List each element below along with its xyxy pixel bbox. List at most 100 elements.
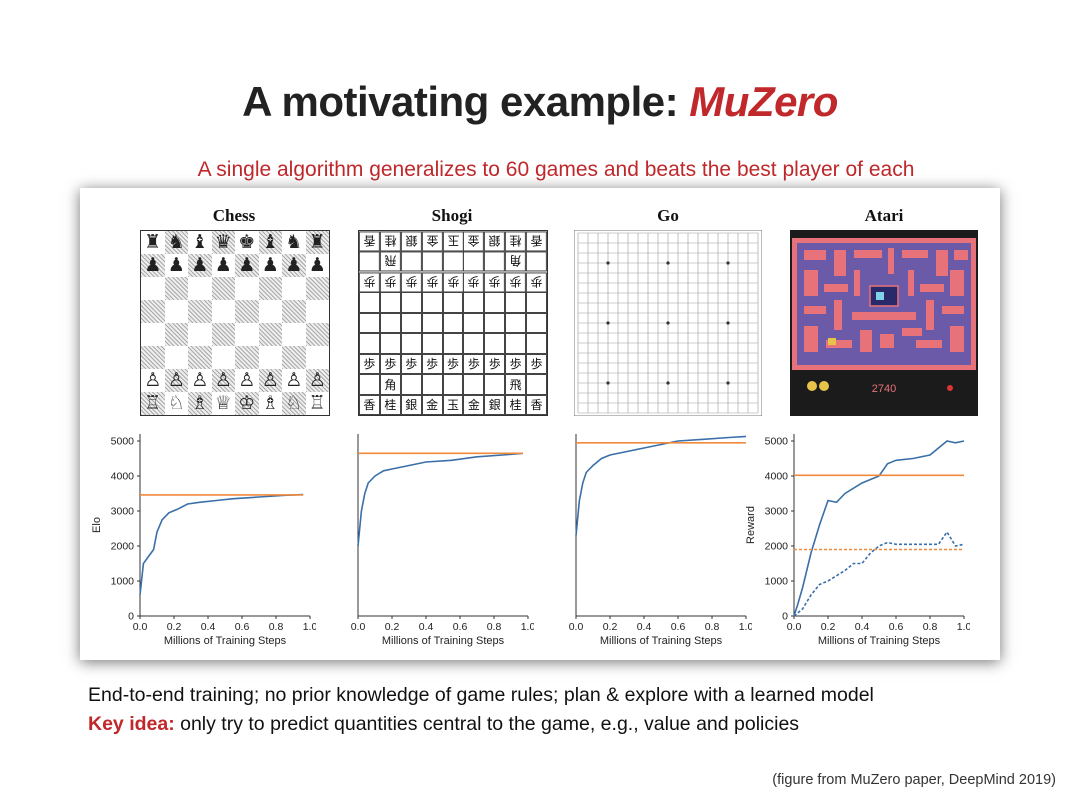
shogi-square: 歩 (421, 271, 443, 293)
shogi-square (463, 292, 485, 313)
shogi-square (463, 251, 485, 272)
shogi-square: 歩 (505, 353, 527, 375)
shogi-square (359, 333, 380, 354)
chess-square (258, 300, 282, 323)
shogi-square (526, 292, 547, 313)
y-tick-label: 4000 (765, 471, 789, 483)
chess-square (258, 277, 282, 300)
shogi-square: 金 (463, 394, 485, 415)
y-tick-label: 3000 (111, 506, 135, 518)
x-tick-label: 0.2 (385, 621, 400, 633)
chess-square: ♔ (235, 392, 259, 415)
y-tick-label: 1000 (111, 576, 135, 588)
key-idea-text: only try to predict quantities central t… (174, 713, 800, 735)
go-star-point (666, 381, 670, 385)
chess-square (188, 300, 212, 323)
shogi-square (463, 312, 485, 334)
chess-board: ♜ ♞ ♝ ♛ ♚ ♝ ♞ ♜ ♟ ♟ ♟ ♟ ♟ ♟ ♟ ♟ ♙ ♙ ♙ ♙ ♙ ♙ ♙ ♙ ♖ ♘ ♗ ♕ ♔ ♗ ♘ ♖ (140, 230, 330, 416)
shogi-square (505, 292, 527, 313)
shogi-square (400, 292, 422, 313)
shogi-square: 歩 (505, 271, 527, 293)
shogi-square (463, 333, 485, 354)
key-idea-label: Key idea: (88, 713, 175, 735)
shogi-square: 銀 (484, 231, 506, 252)
citation: (figure from MuZero paper, DeepMind 2019… (772, 772, 1056, 788)
chess-square (282, 323, 306, 346)
y-tick-label: 5000 (111, 436, 135, 448)
shogi-square: 香 (359, 231, 380, 252)
atari-score: 2740 (872, 383, 896, 395)
chess-square (141, 277, 165, 300)
chess-square: ♟ (164, 254, 188, 277)
pacman-life-icon-2 (819, 381, 829, 391)
chess-square (282, 277, 306, 300)
chess-square: ♘ (282, 392, 306, 415)
shogi-square: 香 (359, 394, 380, 415)
chess-square (305, 300, 329, 323)
x-tick-label: 0.6 (453, 621, 468, 633)
shogi-square (400, 251, 422, 272)
chess-square (235, 346, 259, 369)
chess-square: ♟ (211, 254, 235, 277)
chess-square (282, 346, 306, 369)
shogi-square: 歩 (379, 271, 401, 293)
x-tick-label: 0.4 (637, 621, 652, 633)
go-star-point (606, 381, 610, 385)
shogi-square: 桂 (505, 394, 527, 415)
title-main: A motivating example: (242, 78, 690, 125)
x-tick-label: 0.4 (201, 621, 216, 633)
y-tick-label: 0 (782, 611, 788, 623)
x-tick-label: 0.6 (235, 621, 250, 633)
x-tick-label: 0.6 (889, 621, 904, 633)
chess-square: ♟ (258, 254, 282, 277)
cherry-icon (947, 385, 953, 391)
shogi-square: 桂 (379, 231, 401, 252)
x-tick-label: 0.4 (419, 621, 434, 633)
chess-square (235, 323, 259, 346)
shogi-square: 銀 (400, 394, 422, 415)
chess-square (188, 323, 212, 346)
chess-square: ♟ (141, 254, 165, 277)
chess-square (258, 346, 282, 369)
chess-square (282, 300, 306, 323)
chess-square: ♟ (305, 254, 329, 277)
shogi-square: 桂 (505, 231, 527, 252)
y-tick-label: 4000 (111, 471, 135, 483)
shogi-square (379, 333, 401, 354)
shogi-square (442, 374, 464, 395)
shogi-square (421, 374, 443, 395)
x-tick-label: 0.0 (787, 621, 802, 633)
shogi-square: 香 (526, 231, 547, 252)
chess-square: ♙ (211, 369, 235, 392)
go-star-point (666, 261, 670, 265)
y-axis-label: Reward (745, 506, 757, 544)
shogi-square (400, 374, 422, 395)
series-line-muzero (139, 493, 304, 596)
shogi-square (463, 374, 485, 395)
shogi-square (421, 292, 443, 313)
chess-square: ♝ (258, 231, 282, 254)
chess-square (305, 346, 329, 369)
shogi-square: 歩 (484, 353, 506, 375)
chess-square (235, 300, 259, 323)
chess-square: ♜ (141, 231, 165, 254)
chess-square (305, 323, 329, 346)
chess-square (164, 346, 188, 369)
shogi-square (484, 312, 506, 334)
x-axis-label: Millions of Training Steps (600, 635, 723, 647)
x-tick-label: 0.8 (269, 621, 284, 633)
shogi-square (359, 251, 380, 272)
y-axis-label: Elo (91, 517, 103, 533)
x-tick-label: 0.8 (487, 621, 502, 633)
x-axis-label: Millions of Training Steps (164, 635, 287, 647)
go-star-point (606, 261, 610, 265)
chess-square (211, 346, 235, 369)
panel-title-go: Go (657, 206, 679, 225)
chess-square (258, 323, 282, 346)
footer-line-2: Key idea: only try to predict quantities… (88, 713, 799, 736)
chart-atari: 0.0 0.2 0.4 0.6 0.8 1.0 0 1000 2000 3000 4000 5000 M… (745, 434, 970, 647)
shogi-square: 銀 (400, 231, 422, 252)
y-tick-label: 1000 (765, 576, 789, 588)
shogi-square: 歩 (442, 353, 464, 375)
chess-square: ♞ (164, 231, 188, 254)
